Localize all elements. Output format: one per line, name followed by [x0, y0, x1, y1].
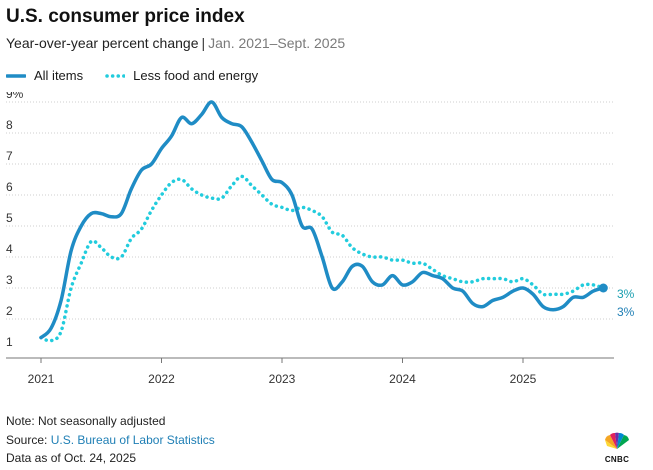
legend-label-all-items: All items — [34, 68, 84, 83]
legend-swatch-dotted — [105, 73, 126, 78]
legend-swatch-solid — [6, 73, 26, 78]
legend-item-core: Less food and energy — [105, 68, 258, 83]
chart-title: U.S. consumer price index — [6, 6, 245, 27]
x-tick-label: 2022 — [148, 372, 175, 386]
data-date: Data as of Oct. 24, 2025 — [6, 451, 137, 465]
y-tick-label: 1 — [6, 335, 13, 349]
y-tick-label: 2 — [6, 304, 13, 318]
chart-legend: All items Less food and energy — [6, 68, 280, 83]
x-tick-label: 2025 — [510, 372, 537, 386]
series-line-all-items — [39, 100, 606, 340]
source-link[interactable]: U.S. Bureau of Labor Statistics — [50, 433, 215, 447]
footnote: Note: Not seasonally adjusted — [6, 414, 166, 428]
subtitle-date-range: Jan. 2021–Sept. 2025 — [208, 35, 346, 51]
cnbc-logo: CNBC — [599, 432, 635, 464]
y-tick-label: 9% — [6, 92, 24, 101]
y-tick-label: 3 — [6, 273, 13, 287]
legend-item-all-items: All items — [6, 68, 83, 83]
line-chart: 1 2 3 4 5 6 7 8 9% 2021 2022 2023 2024 2025 3% 3% — [6, 92, 635, 386]
series-line-core — [39, 174, 606, 343]
x-tick-label: 2024 — [389, 372, 416, 386]
y-tick-label: 4 — [6, 242, 13, 256]
y-tick-label: 6 — [6, 180, 13, 194]
y-tick-label: 5 — [6, 211, 13, 225]
logo-wordmark: CNBC — [604, 455, 630, 464]
y-tick-label: 8 — [6, 118, 13, 132]
subtitle-text: Year-over-year percent change — [6, 35, 199, 51]
end-label-core: 3% — [617, 287, 635, 301]
subtitle-separator: | — [201, 35, 206, 51]
x-tick-label: 2021 — [28, 372, 55, 386]
legend-label-core: Less food and energy — [133, 68, 259, 83]
peacock-icon — [605, 432, 629, 449]
end-point-all-items — [598, 283, 608, 293]
chart-subtitle: Year-over-year percent change | Jan. 2021–… — [6, 35, 345, 51]
source-prefix: Source: — [6, 433, 51, 447]
y-tick-label: 7 — [6, 149, 13, 163]
end-label-all-items: 3% — [617, 305, 635, 319]
source-line: Source: U.S. Bureau of Labor Statistics — [6, 433, 215, 447]
x-tick-label: 2023 — [269, 372, 296, 386]
